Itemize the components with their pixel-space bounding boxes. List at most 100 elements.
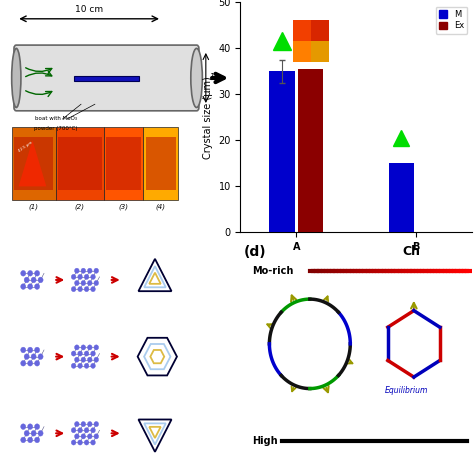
Text: boat with MoO₃: boat with MoO₃ xyxy=(35,116,77,121)
Circle shape xyxy=(84,440,89,445)
Bar xyxy=(144,127,178,200)
Circle shape xyxy=(38,354,43,359)
Circle shape xyxy=(24,354,29,359)
Circle shape xyxy=(35,437,40,443)
Circle shape xyxy=(38,277,43,283)
Circle shape xyxy=(88,268,92,273)
Circle shape xyxy=(74,421,79,427)
Legend: M, Ex: M, Ex xyxy=(436,7,467,34)
Circle shape xyxy=(31,277,36,283)
Bar xyxy=(12,127,55,200)
Circle shape xyxy=(94,357,99,362)
Circle shape xyxy=(74,345,79,350)
Circle shape xyxy=(71,440,76,445)
Circle shape xyxy=(71,363,76,368)
Y-axis label: Crystal size (μm): Crystal size (μm) xyxy=(203,76,213,159)
Circle shape xyxy=(91,440,95,445)
Circle shape xyxy=(78,363,82,368)
Bar xyxy=(14,137,53,190)
Bar xyxy=(389,164,414,232)
Circle shape xyxy=(84,287,89,292)
Circle shape xyxy=(74,357,79,362)
Circle shape xyxy=(81,357,86,362)
Text: Mo-rich: Mo-rich xyxy=(252,266,293,276)
Circle shape xyxy=(84,274,89,280)
Text: (4): (4) xyxy=(156,203,166,210)
Circle shape xyxy=(91,428,95,433)
Circle shape xyxy=(27,347,33,353)
Text: High: High xyxy=(252,436,278,446)
Polygon shape xyxy=(18,140,46,186)
Text: (d): (d) xyxy=(244,246,266,259)
Circle shape xyxy=(78,274,82,280)
Text: powder (700°C): powder (700°C) xyxy=(34,126,77,131)
Circle shape xyxy=(71,287,76,292)
Circle shape xyxy=(94,281,99,285)
Circle shape xyxy=(88,421,92,427)
Text: 1": 1" xyxy=(210,73,218,82)
Text: Ch: Ch xyxy=(402,246,420,258)
Circle shape xyxy=(31,354,36,359)
Circle shape xyxy=(21,360,26,366)
Circle shape xyxy=(94,268,99,273)
Bar xyxy=(58,137,102,190)
Circle shape xyxy=(91,274,95,280)
Circle shape xyxy=(94,345,99,350)
Circle shape xyxy=(74,434,79,439)
Circle shape xyxy=(91,351,95,356)
Circle shape xyxy=(88,281,92,285)
Text: (1): (1) xyxy=(28,203,39,210)
Circle shape xyxy=(71,274,76,280)
Circle shape xyxy=(35,284,40,290)
Bar xyxy=(107,137,141,190)
Circle shape xyxy=(35,271,40,276)
Text: Equilibrium: Equilibrium xyxy=(385,386,428,395)
Circle shape xyxy=(88,434,92,439)
Circle shape xyxy=(21,284,26,290)
Text: (2): (2) xyxy=(75,203,85,210)
FancyBboxPatch shape xyxy=(14,45,199,111)
Circle shape xyxy=(88,357,92,362)
Circle shape xyxy=(84,363,89,368)
Bar xyxy=(104,127,144,200)
Circle shape xyxy=(91,287,95,292)
Circle shape xyxy=(84,428,89,433)
Ellipse shape xyxy=(12,48,21,108)
Circle shape xyxy=(71,428,76,433)
Circle shape xyxy=(21,271,26,276)
Circle shape xyxy=(81,434,86,439)
Ellipse shape xyxy=(191,48,202,108)
Bar xyxy=(146,137,176,190)
Circle shape xyxy=(35,347,40,353)
Circle shape xyxy=(78,428,82,433)
Circle shape xyxy=(74,268,79,273)
Circle shape xyxy=(94,421,99,427)
Text: 10 cm: 10 cm xyxy=(75,5,103,14)
Circle shape xyxy=(27,424,33,429)
Circle shape xyxy=(81,345,86,350)
Text: 42.5 μm: 42.5 μm xyxy=(18,141,33,153)
Circle shape xyxy=(27,360,33,366)
Circle shape xyxy=(91,363,95,368)
Text: (3): (3) xyxy=(119,203,129,210)
Circle shape xyxy=(35,424,40,429)
Circle shape xyxy=(21,424,26,429)
Circle shape xyxy=(78,351,82,356)
Bar xyxy=(298,69,323,232)
Circle shape xyxy=(81,281,86,285)
Circle shape xyxy=(71,351,76,356)
Circle shape xyxy=(21,437,26,443)
Circle shape xyxy=(31,430,36,436)
Circle shape xyxy=(27,271,33,276)
Circle shape xyxy=(27,437,33,443)
Circle shape xyxy=(78,287,82,292)
Circle shape xyxy=(81,421,86,427)
Bar xyxy=(269,72,295,232)
Circle shape xyxy=(88,345,92,350)
Circle shape xyxy=(78,440,82,445)
Circle shape xyxy=(84,351,89,356)
Bar xyxy=(55,127,104,200)
Circle shape xyxy=(24,277,29,283)
Circle shape xyxy=(24,430,29,436)
Circle shape xyxy=(94,434,99,439)
